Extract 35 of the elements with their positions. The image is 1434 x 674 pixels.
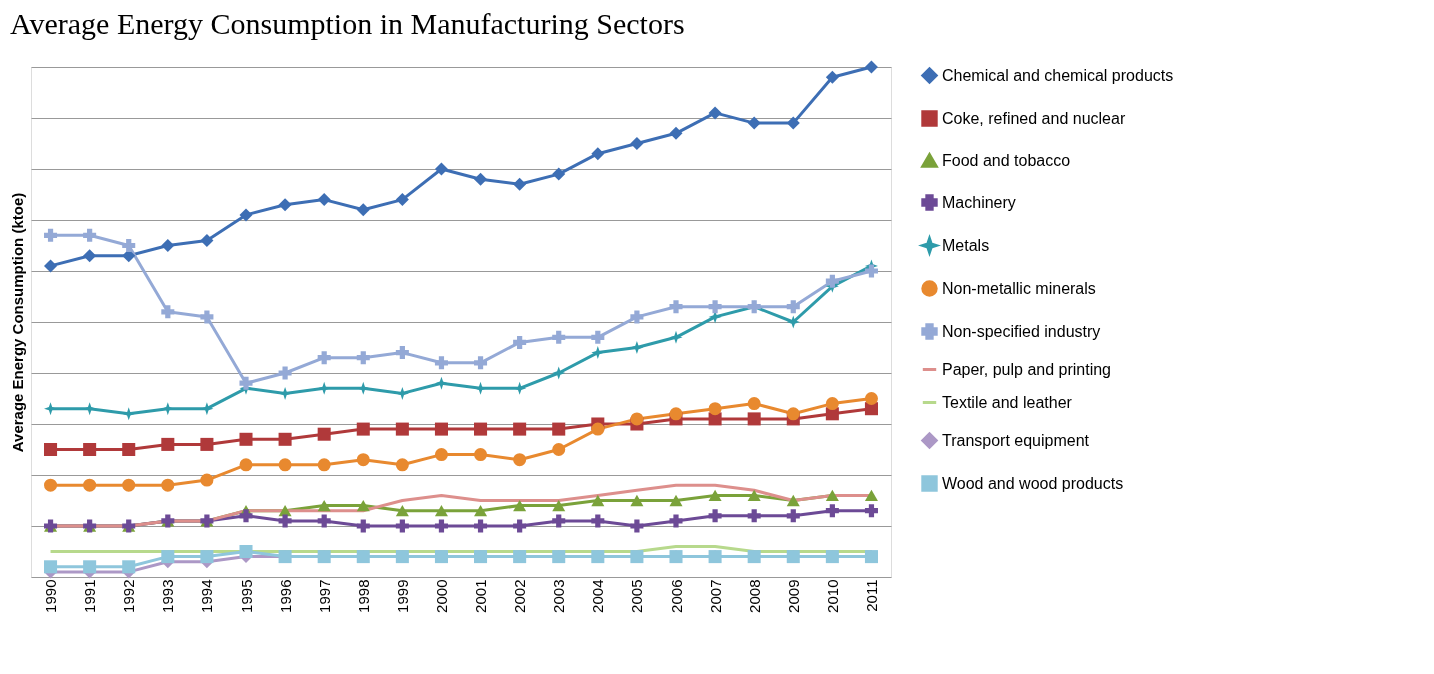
legend-label: Textile and leather [942,393,1073,411]
x-tick-label: 1993 [159,579,177,613]
x-tick-label: 1999 [393,579,411,613]
x-tick-label: 2007 [706,579,724,613]
x-tick-label: 1994 [198,579,216,613]
x-tick-label: 2009 [784,579,802,613]
x-tick-label: 1995 [237,579,255,613]
chart-title: Average Energy Consumption in Manufacturing Sectors [10,7,685,41]
x-tick-label: 2003 [550,579,568,613]
x-tick-label: 2010 [823,579,841,613]
x-tick-label: 1996 [276,579,294,613]
legend-label: Chemical and chemical products [942,66,1174,84]
x-tick-label: 2001 [472,579,490,613]
x-tick-label: 2005 [628,579,646,613]
y-axis-title: Average Energy Consumption (ktoe) [8,192,26,453]
x-tick-label: 1992 [120,579,138,613]
x-tick-label: 2004 [589,579,607,613]
x-tick-label: 2006 [667,579,685,613]
legend-label: Non-metallic minerals [942,279,1096,297]
x-tick-label: 2008 [745,579,763,613]
x-tick-label: 1998 [354,579,372,613]
legend-label: Non-specified industry [942,322,1101,340]
x-tick-label: 1990 [42,579,60,613]
x-tick-label: 2002 [511,579,529,613]
legend-label: Food and tobacco [942,151,1071,169]
legend-label: Paper, pulp and printing [942,360,1112,378]
legend-label: Wood and wood products [942,474,1124,492]
x-tick-label: 2011 [862,579,880,612]
x-tick-label: 1997 [315,579,333,613]
x-tick-label: 2000 [432,579,450,613]
legend-label: Coke, refined and nuclear [942,109,1126,127]
legend-label: Metals [942,236,990,254]
legend-label: Transport equipment [942,431,1090,449]
legend-label: Machinery [942,193,1016,211]
x-tick-label: 1991 [81,579,99,613]
